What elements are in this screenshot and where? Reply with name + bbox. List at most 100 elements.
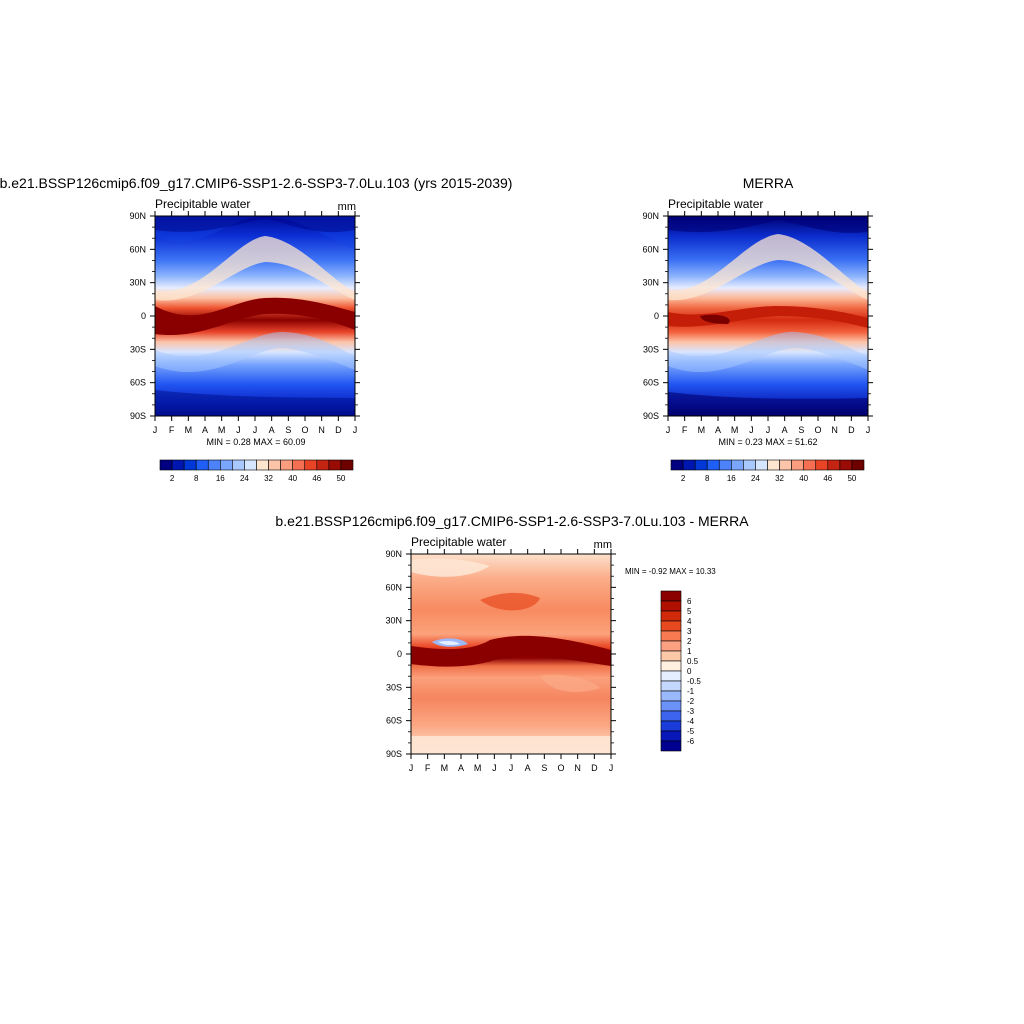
- colorbar-label: -4: [687, 717, 695, 726]
- colorbar-label: -5: [687, 727, 695, 736]
- panel-variable-label: Precipitable water: [155, 197, 250, 211]
- panel-variable-label: Precipitable water: [668, 197, 763, 211]
- x-tick-label: M: [185, 425, 193, 435]
- colorbar-swatch: [244, 459, 257, 471]
- colorbar-label: 50: [336, 474, 345, 483]
- x-tick-label: M: [731, 425, 739, 435]
- y-tick-label: 60S: [386, 716, 402, 726]
- y-tick-label: 60S: [130, 378, 146, 388]
- x-tick-label: A: [202, 425, 208, 435]
- x-tick-label: J: [666, 425, 671, 435]
- colorbar-label: -0.5: [687, 677, 701, 686]
- colorbar-swatch: [743, 459, 756, 471]
- x-tick-label: M: [698, 425, 706, 435]
- x-tick-label: M: [218, 425, 226, 435]
- colorbar-label: 3: [687, 627, 692, 636]
- panel-variable-label: Precipitable water: [411, 535, 506, 549]
- panel-title: b.e21.BSSP126cmip6.f09_g17.CMIP6-SSP1-2.…: [0, 175, 512, 191]
- x-tick-label: J: [253, 425, 258, 435]
- colorbar-label: 40: [288, 474, 297, 483]
- x-tick-label: D: [335, 425, 342, 435]
- x-tick-label: J: [609, 763, 614, 773]
- colorbar-label: -3: [687, 707, 695, 716]
- x-tick-label: J: [409, 763, 414, 773]
- colorbar-swatch: [660, 740, 682, 752]
- colorbar-swatch: [340, 459, 354, 471]
- x-tick-label: S: [798, 425, 804, 435]
- x-tick-label: A: [269, 425, 275, 435]
- colorbar-swatch: [660, 680, 682, 692]
- colorbar-label: 40: [799, 474, 808, 483]
- y-tick-label: 0: [654, 311, 659, 321]
- y-tick-label: 0: [141, 311, 146, 321]
- min-max-stats: MIN = -0.92 MAX = 10.33: [625, 567, 716, 576]
- y-tick-label: 90N: [642, 211, 659, 221]
- x-tick-label: J: [866, 425, 871, 435]
- x-tick-label: F: [425, 763, 431, 773]
- colorbar-label: 24: [240, 474, 249, 483]
- colorbar-swatch: [660, 710, 682, 722]
- colorbar-label: 16: [216, 474, 225, 483]
- y-tick-label: 90S: [386, 749, 402, 759]
- colorbar-swatch: [660, 700, 682, 712]
- colorbar-swatch: [660, 670, 682, 682]
- x-tick-label: F: [682, 425, 688, 435]
- x-tick-label: J: [236, 425, 241, 435]
- colorbar-swatch: [292, 459, 306, 471]
- colorbar-label: 46: [823, 474, 832, 483]
- x-tick-label: J: [509, 763, 514, 773]
- colorbar-label: 24: [751, 474, 760, 483]
- y-tick-label: 30N: [642, 278, 659, 288]
- x-tick-label: S: [541, 763, 547, 773]
- y-tick-label: 30N: [385, 616, 402, 626]
- y-tick-label: 60N: [642, 244, 659, 254]
- x-tick-label: O: [301, 425, 308, 435]
- colorbar-label: 2: [681, 474, 686, 483]
- colorbar-swatch: [660, 650, 682, 662]
- x-tick-label: J: [766, 425, 771, 435]
- colorbar-label: 0: [687, 667, 692, 676]
- panel-merra: MERRA Precipitable water J F M A M J J A S O N D J90…: [642, 175, 873, 483]
- colorbar-swatch: [183, 459, 197, 471]
- colorbar-label: 32: [264, 474, 273, 483]
- x-tick-label: A: [458, 763, 464, 773]
- y-tick-label: 90S: [643, 411, 659, 421]
- colorbar-swatch: [791, 459, 804, 471]
- colorbar-swatch: [670, 459, 684, 471]
- x-tick-label: A: [782, 425, 788, 435]
- colorbar-label: -1: [687, 687, 695, 696]
- y-tick-label: 30N: [129, 278, 146, 288]
- colorbar-swatch: [268, 459, 281, 471]
- x-tick-label: A: [715, 425, 721, 435]
- colorbar-swatch: [660, 620, 682, 632]
- colorbar-swatch: [280, 459, 293, 471]
- colorbar-label: 0.5: [687, 657, 699, 666]
- panel-units-label: mm: [338, 201, 356, 213]
- colorbar-swatch: [220, 459, 233, 471]
- colorbar-swatch: [660, 640, 682, 652]
- colorbar-label: 8: [194, 474, 199, 483]
- panel-title: MERRA: [743, 175, 794, 191]
- x-tick-label: M: [441, 763, 449, 773]
- colorbar-swatch: [195, 459, 209, 471]
- contour-field: [411, 554, 611, 754]
- colorbar-swatch: [256, 459, 269, 471]
- contour-field: [668, 216, 868, 416]
- panel-title: b.e21.BSSP126cmip6.f09_g17.CMIP6-SSP1-2.…: [275, 513, 749, 529]
- colorbar-label: 1: [687, 647, 692, 656]
- y-tick-label: 0: [397, 649, 402, 659]
- x-tick-label: O: [557, 763, 564, 773]
- colorbar-swatch: [779, 459, 792, 471]
- x-tick-label: N: [318, 425, 325, 435]
- colorbar-swatch: [660, 690, 682, 702]
- x-tick-label: S: [285, 425, 291, 435]
- panel-model: b.e21.BSSP126cmip6.f09_g17.CMIP6-SSP1-2.…: [0, 175, 512, 483]
- colorbar-swatch: [718, 459, 732, 471]
- x-tick-label: A: [525, 763, 531, 773]
- y-tick-label: 60N: [129, 244, 146, 254]
- colorbar-swatch: [328, 459, 342, 471]
- colorbar-swatch: [660, 720, 682, 732]
